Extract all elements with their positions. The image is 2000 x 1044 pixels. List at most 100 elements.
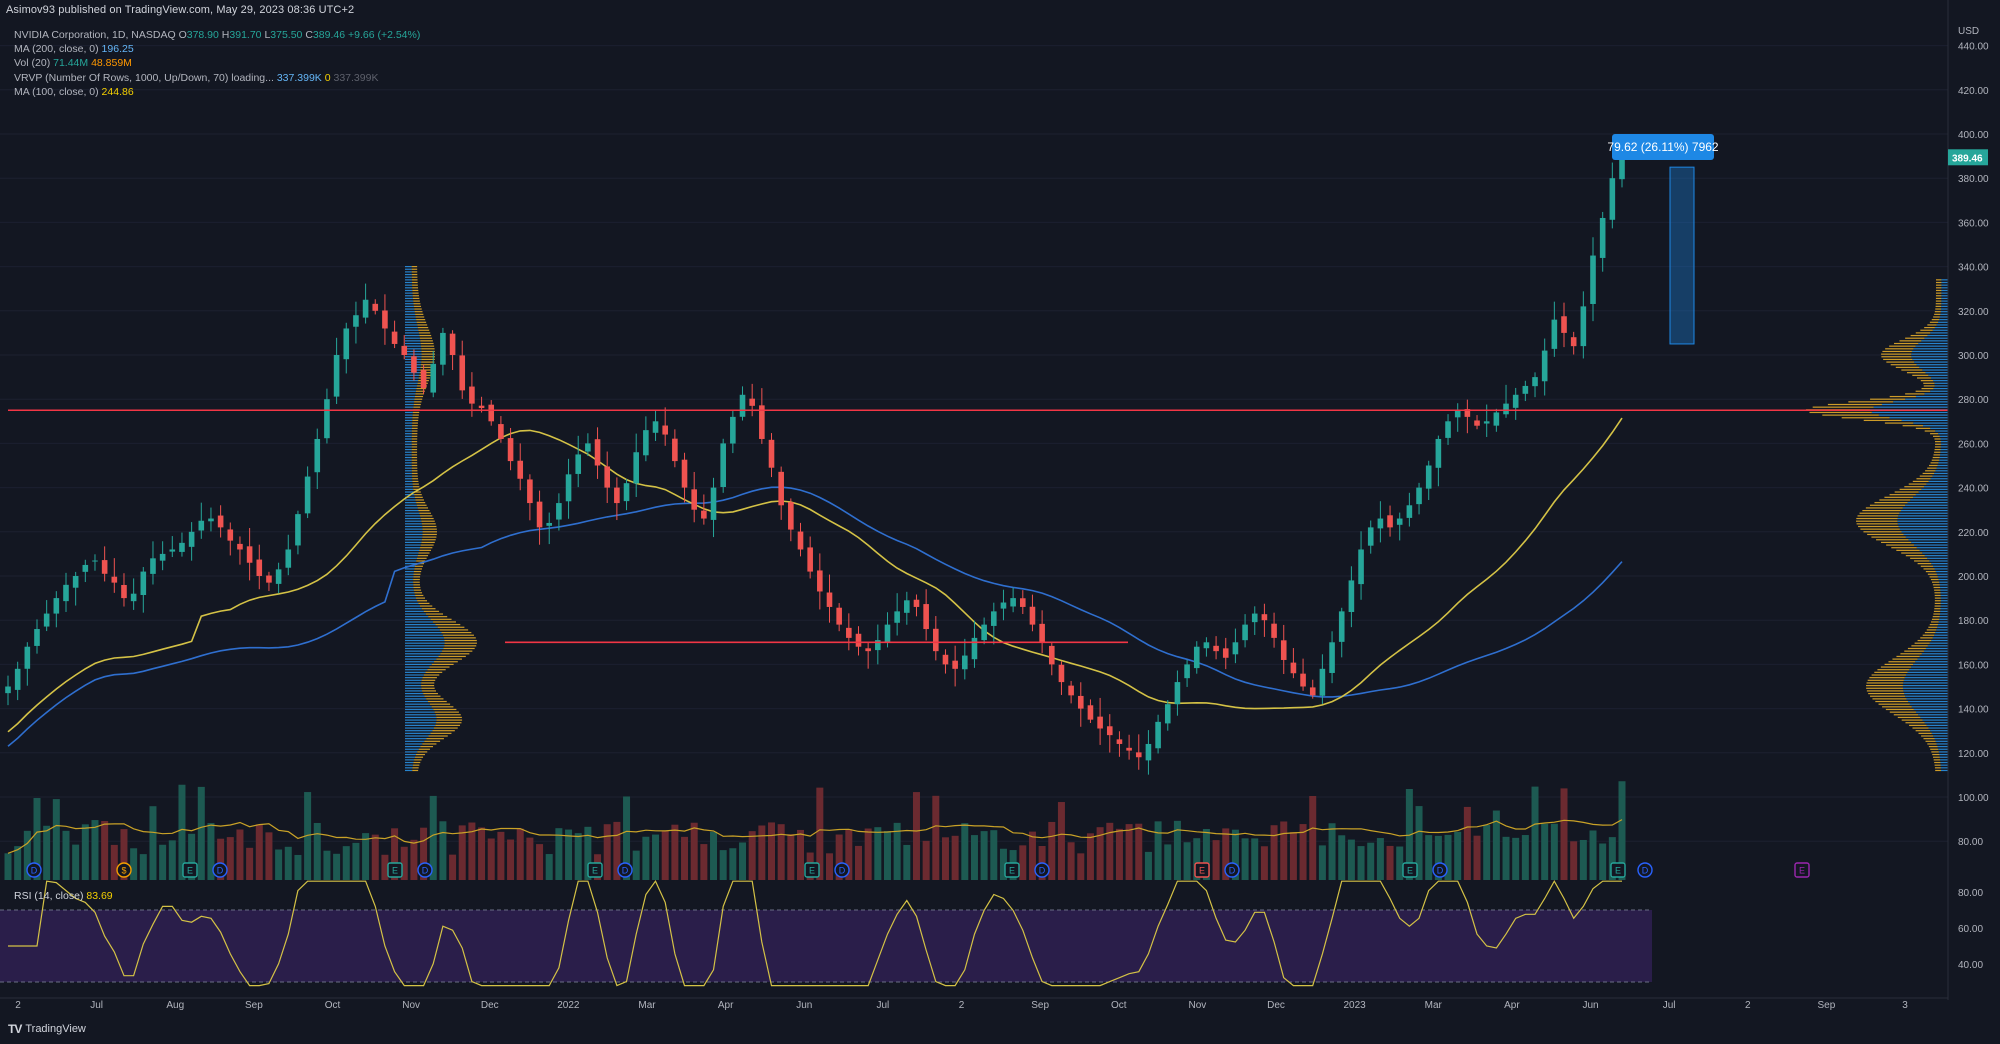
event-marker[interactable]: E (1610, 862, 1626, 878)
event-marker[interactable]: E (804, 862, 820, 878)
legend-vrvp-row[interactable]: VRVP (Number Of Rows, 1000, Up/Down, 70)… (14, 71, 379, 84)
candle[interactable] (1464, 399, 1471, 434)
candle[interactable] (507, 427, 514, 471)
candle[interactable] (778, 466, 784, 520)
candle[interactable] (150, 541, 156, 585)
candle[interactable] (498, 416, 504, 443)
candle[interactable] (1474, 415, 1480, 430)
candle[interactable] (1406, 492, 1413, 527)
legend-symbol-row[interactable]: NVIDIA Corporation, 1D, NASDAQ O378.90 H… (14, 28, 420, 42)
candle[interactable] (759, 388, 765, 444)
candle[interactable] (1251, 606, 1258, 635)
event-marker[interactable]: E (1004, 862, 1020, 878)
candle[interactable] (962, 638, 968, 680)
candle[interactable] (159, 541, 166, 571)
candle[interactable] (382, 294, 388, 345)
event-marker[interactable]: E (387, 862, 403, 878)
candle[interactable] (275, 562, 282, 594)
candle[interactable] (256, 544, 263, 590)
candle[interactable] (401, 335, 408, 360)
candle[interactable] (652, 409, 659, 441)
candle[interactable] (1493, 408, 1500, 432)
ma100-path[interactable] (7, 417, 1623, 733)
event-marker[interactable]: D (617, 862, 633, 878)
candle[interactable] (179, 532, 185, 557)
candle[interactable] (440, 327, 446, 376)
candle[interactable] (285, 534, 292, 576)
candle[interactable] (72, 571, 79, 606)
candle[interactable] (1164, 699, 1171, 731)
candle[interactable] (1580, 291, 1587, 359)
candle[interactable] (730, 409, 736, 454)
candle[interactable] (633, 433, 640, 497)
candle[interactable] (372, 299, 379, 315)
candle[interactable] (1561, 302, 1567, 348)
candle[interactable] (672, 429, 678, 468)
candle[interactable] (1000, 589, 1007, 621)
candle[interactable] (1541, 338, 1548, 396)
candle[interactable] (1106, 714, 1113, 753)
candle[interactable] (237, 536, 243, 565)
candle[interactable] (826, 574, 833, 623)
candle[interactable] (1135, 734, 1142, 770)
event-marker[interactable]: D (417, 862, 433, 878)
candle[interactable] (5, 675, 11, 706)
candle[interactable] (169, 536, 176, 558)
candle[interactable] (536, 490, 543, 545)
ma200-path[interactable] (7, 486, 1623, 747)
candle[interactable] (343, 322, 350, 374)
candle[interactable] (1087, 699, 1094, 724)
candle[interactable] (227, 522, 234, 556)
candle[interactable] (362, 283, 369, 324)
candle[interactable] (585, 433, 591, 457)
candle[interactable] (469, 372, 475, 417)
candle[interactable] (575, 435, 582, 488)
candle[interactable] (846, 613, 852, 651)
candle[interactable] (1203, 637, 1210, 657)
candle[interactable] (749, 383, 755, 417)
candle[interactable] (1435, 435, 1442, 487)
candle[interactable] (1280, 624, 1287, 675)
candle[interactable] (904, 591, 910, 625)
candle[interactable] (1029, 594, 1036, 632)
candle[interactable] (990, 602, 997, 645)
candle[interactable] (1599, 211, 1606, 272)
candle[interactable] (1184, 659, 1190, 687)
candle[interactable] (295, 510, 301, 555)
candle[interactable] (1126, 734, 1132, 760)
event-marker[interactable]: D (1432, 862, 1448, 878)
candle[interactable] (894, 593, 900, 636)
event-marker[interactable]: E (182, 862, 198, 878)
candle[interactable] (14, 661, 21, 701)
candle[interactable] (1425, 460, 1432, 501)
candle[interactable] (527, 474, 533, 521)
candle[interactable] (614, 477, 620, 521)
candle[interactable] (952, 645, 958, 687)
candle[interactable] (1367, 520, 1374, 554)
candle[interactable] (565, 458, 572, 519)
candle[interactable] (1232, 628, 1239, 664)
candle[interactable] (1019, 590, 1026, 615)
candle[interactable] (1309, 679, 1316, 699)
event-marker[interactable]: D (1637, 862, 1653, 878)
candle[interactable] (304, 466, 311, 519)
candle[interactable] (449, 330, 456, 371)
candle[interactable] (1010, 587, 1016, 613)
candle[interactable] (1358, 531, 1364, 600)
candle[interactable] (1145, 730, 1152, 775)
candle[interactable] (691, 471, 697, 523)
candle[interactable] (623, 479, 630, 511)
candle[interactable] (1174, 670, 1181, 716)
event-marker[interactable]: D (26, 862, 42, 878)
candle[interactable] (643, 416, 649, 462)
candle[interactable] (1319, 654, 1326, 705)
candle[interactable] (855, 626, 862, 656)
candle[interactable] (517, 443, 524, 491)
candle[interactable] (662, 407, 668, 446)
candle[interactable] (788, 498, 794, 542)
candle[interactable] (82, 559, 89, 583)
candle[interactable] (923, 589, 929, 641)
candle[interactable] (710, 477, 717, 538)
candle[interactable] (1242, 614, 1248, 648)
event-marker[interactable]: D (1034, 862, 1050, 878)
